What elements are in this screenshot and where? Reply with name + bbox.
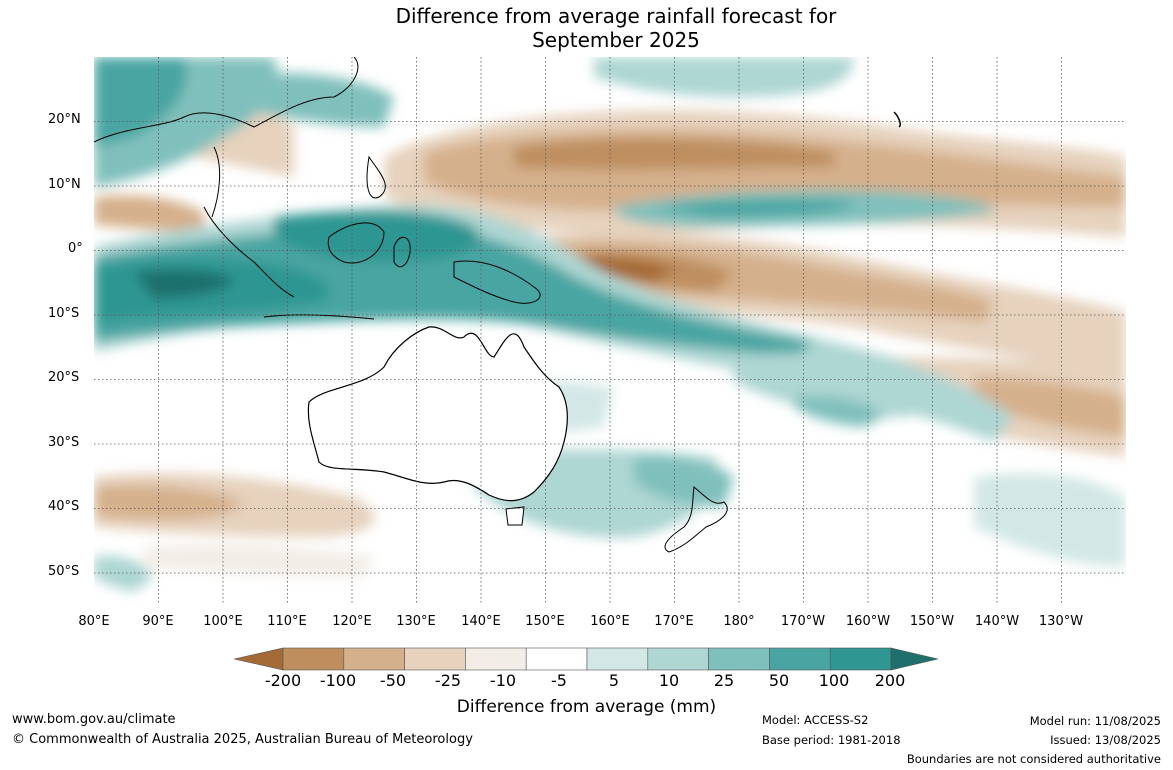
rainfall-map: [94, 57, 1126, 605]
legend-swatch: [586, 647, 649, 671]
lat-label-40s: 40°S: [48, 499, 80, 514]
lat-label-10n: 10°N: [48, 177, 81, 192]
lon-label-80e: 80°E: [78, 614, 110, 629]
lat-label-20s: 20°S: [48, 370, 80, 385]
model-text: Model: ACCESS-S2: [762, 713, 869, 727]
legend-label: -200: [264, 671, 302, 690]
legend-label: -25: [434, 671, 462, 690]
legend-swatch: [404, 647, 466, 671]
lat-label-20n: 20°N: [48, 112, 81, 127]
lon-label-100e: 100°E: [203, 614, 243, 629]
legend-title: Difference from average (mm): [456, 697, 717, 717]
lon-label-160e: 160°E: [590, 614, 630, 629]
lon-label-160w: 160°W: [845, 614, 891, 629]
legend-label: 10: [658, 671, 680, 690]
copyright-text: © Commonwealth of Australia 2025, Austra…: [12, 732, 473, 747]
lon-label-170e: 170°E: [654, 614, 694, 629]
legend-swatch: [525, 647, 588, 671]
lon-label-90e: 90°E: [142, 614, 174, 629]
title-line-2: September 2025: [532, 28, 700, 52]
legend-swatch: [708, 647, 770, 671]
legend-label: 5: [608, 671, 620, 690]
legend-arrow-max: [890, 647, 939, 671]
legend-label: -50: [379, 671, 407, 690]
lon-label-150e: 150°E: [525, 614, 565, 629]
lon-label-140w: 140°W: [974, 614, 1020, 629]
legend-label: 200: [874, 671, 906, 690]
lon-label-110e: 110°E: [267, 614, 307, 629]
lat-label-0: 0°: [68, 241, 83, 256]
lon-label-170w: 170°W: [780, 614, 826, 629]
lat-label-30s: 30°S: [48, 435, 80, 450]
lon-label-130e: 130°E: [396, 614, 436, 629]
disclaimer-text: Boundaries are not considered authoritat…: [906, 752, 1161, 766]
legend-label: 25: [713, 671, 735, 690]
website-text: www.bom.gov.au/climate: [12, 712, 176, 727]
lat-label-50s: 50°S: [48, 564, 80, 579]
legend-label: -5: [551, 671, 567, 690]
rainfall-anomaly-field: [94, 57, 1126, 605]
lon-label-130w: 130°W: [1038, 614, 1084, 629]
map-title: Difference from average rainfall forecas…: [0, 4, 1173, 52]
australia-outline: [307, 326, 568, 502]
legend-swatch: [829, 647, 892, 671]
legend-label: -100: [319, 671, 357, 690]
lon-label-120e: 120°E: [332, 614, 372, 629]
model-run-text: Model run: 11/08/2025: [1029, 714, 1161, 728]
legend-arrow-min: [234, 647, 284, 671]
legend-swatch: [769, 647, 831, 671]
legend-colorbar: [234, 647, 939, 671]
lon-label-180: 180°: [723, 614, 755, 629]
lon-label-150w: 150°W: [909, 614, 955, 629]
lon-label-140e: 140°E: [461, 614, 501, 629]
title-line-1: Difference from average rainfall forecas…: [395, 4, 837, 28]
legend-label: -10: [489, 671, 517, 690]
legend-swatch: [647, 647, 709, 671]
base-period-text: Base period: 1981-2018: [762, 733, 901, 747]
legend-swatch: [465, 647, 527, 671]
legend-swatch: [343, 647, 405, 671]
legend-label: 50: [768, 671, 790, 690]
issued-text: Issued: 13/08/2025: [1050, 733, 1161, 747]
legend-swatch: [282, 647, 345, 671]
lat-label-10s: 10°S: [48, 306, 80, 321]
legend-label: 100: [818, 671, 850, 690]
